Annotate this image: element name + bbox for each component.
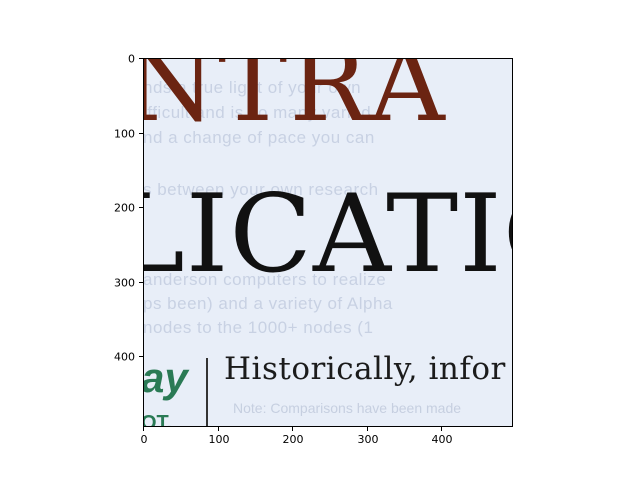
faint-footnote: Note: Comparisons have been made [233,400,462,416]
x-tick-mark [143,427,144,431]
vertical-rule [206,358,208,427]
x-tick-mark [292,427,293,431]
side-word-fragment: OT. [143,412,173,427]
y-tick-label: 400 [114,350,135,364]
y-tick-mark [139,282,143,283]
faint-background-text: ps been) and a variety of Alpha [143,294,393,313]
y-tick-mark [139,356,143,357]
body-text: Historically, infor [224,351,506,387]
x-tick-label: 100 [208,433,230,446]
y-tick-mark [139,207,143,208]
image-plot: nds a true light of your own ifficult an… [143,58,513,427]
y-tick-label: 300 [114,276,135,290]
x-tick-mark [441,427,442,431]
faint-background-text: anderson computers to realize [143,270,387,289]
headline-middle-text: LICATIO [143,172,513,297]
y-tick-mark [139,58,143,59]
faint-background-text: s between your own research [143,180,379,199]
side-word-text: ay [143,354,188,401]
faint-background-text: nodes to the 1000+ nodes (1 [143,318,374,337]
x-tick-label: 200 [282,433,304,446]
faint-background-text: nds a true light of your own [143,78,362,97]
y-tick-label: 0 [128,52,135,66]
y-tick-mark [139,133,143,134]
y-tick-label: 200 [114,201,135,215]
x-tick-label: 300 [357,433,379,446]
x-tick-mark [218,427,219,431]
faint-background-text: ifficult and is so many varied [143,103,372,122]
x-tick-label: 0 [140,433,148,446]
x-tick-mark [367,427,368,431]
x-tick-label: 400 [431,433,453,446]
y-tick-label: 100 [114,127,135,141]
headline-top-text: NTRA [143,58,447,145]
faint-background-text: nd a change of pace you can [143,128,375,147]
